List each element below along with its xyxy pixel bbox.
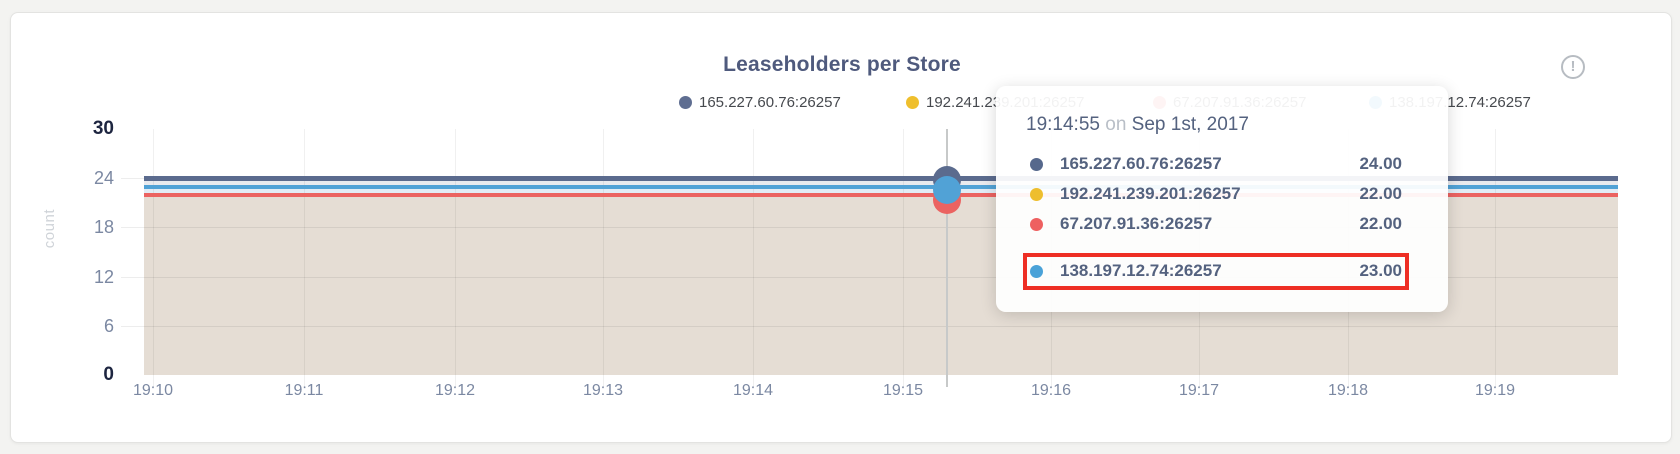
x-tick: 19:15 [882,382,924,399]
tooltip-preposition: on [1105,114,1127,135]
y-tick: 0 [103,364,114,385]
gridline-vertical [603,129,604,387]
gridline-horizontal [121,326,1618,327]
x-tick: 19:16 [1030,382,1072,399]
gridline-vertical [903,129,904,387]
highlight-annotation-box [1023,253,1409,290]
gridline-vertical [1495,129,1496,387]
tooltip-timestamp: 19:14:55 on Sep 1st, 2017 [1026,114,1249,136]
tooltip-series-name: 67.207.91.36:26257 [1060,214,1213,233]
chart-card: Leaseholders per Store ! 165.227.60.76:2… [10,12,1672,443]
tooltip-series-name: 165.227.60.76:26257 [1060,154,1222,173]
tooltip-series-value: 22.00 [1359,184,1402,203]
tooltip-series-name: 192.241.239.201:26257 [1060,184,1241,203]
hover-point-138-197-12-74 [933,176,961,204]
info-icon[interactable]: ! [1561,55,1585,79]
gridline-vertical [455,129,456,387]
gridline-horizontal [121,227,1618,228]
x-tick: 19:14 [732,382,774,399]
tooltip-row: 67.207.91.36:26257 22.00 [996,209,1448,239]
legend-dot-icon [906,95,919,109]
gridline-vertical [304,129,305,387]
x-tick: 19:13 [582,382,624,399]
hover-tooltip: 19:14:55 on Sep 1st, 2017 165.227.60.76:… [996,86,1448,312]
gridline-vertical [153,129,154,387]
x-tick: 19:12 [434,382,476,399]
hover-guideline [946,129,948,387]
x-tick: 19:10 [132,382,174,399]
tooltip-series-value: 23.00 [1359,261,1402,280]
x-tick: 19:19 [1474,382,1516,399]
x-tick: 19:11 [284,382,324,399]
gridline-horizontal [121,277,1618,278]
tooltip-series-name: 138.197.12.74:26257 [1060,261,1222,280]
chart-title: Leaseholders per Store [723,53,961,76]
tooltip-row: 165.227.60.76:26257 24.00 [996,149,1448,179]
series-line-138-197-12-74 [144,185,1618,189]
y-tick: 18 [93,217,114,237]
legend-item[interactable]: 165.227.60.76:26257 [679,93,841,111]
legend-label: 165.227.60.76:26257 [699,93,841,111]
y-tick: 24 [93,168,114,188]
y-tick: 6 [103,316,114,336]
series-dot-icon [1030,188,1043,201]
y-tick: 30 [92,118,114,139]
series-dot-icon [1030,158,1043,171]
tooltip-row: 192.241.239.201:26257 22.00 [996,179,1448,209]
series-dot-icon [1030,265,1043,278]
series-line-165-227-60-76 [144,176,1618,181]
x-tick: 19:17 [1178,382,1220,399]
tooltip-row-highlighted: 138.197.12.74:26257 23.00 [996,256,1448,286]
series-line-67-207-91-36 [144,193,1618,197]
y-tick: 12 [93,267,114,287]
legend-dot-icon [679,95,692,109]
tooltip-date: Sep 1st, 2017 [1131,114,1249,135]
tooltip-series-value: 22.00 [1359,214,1402,233]
series-dot-icon [1030,218,1043,231]
tooltip-series-value: 24.00 [1359,154,1402,173]
tooltip-time: 19:14:55 [1026,114,1100,135]
x-tick: 19:18 [1327,382,1369,399]
gridline-vertical [753,129,754,387]
